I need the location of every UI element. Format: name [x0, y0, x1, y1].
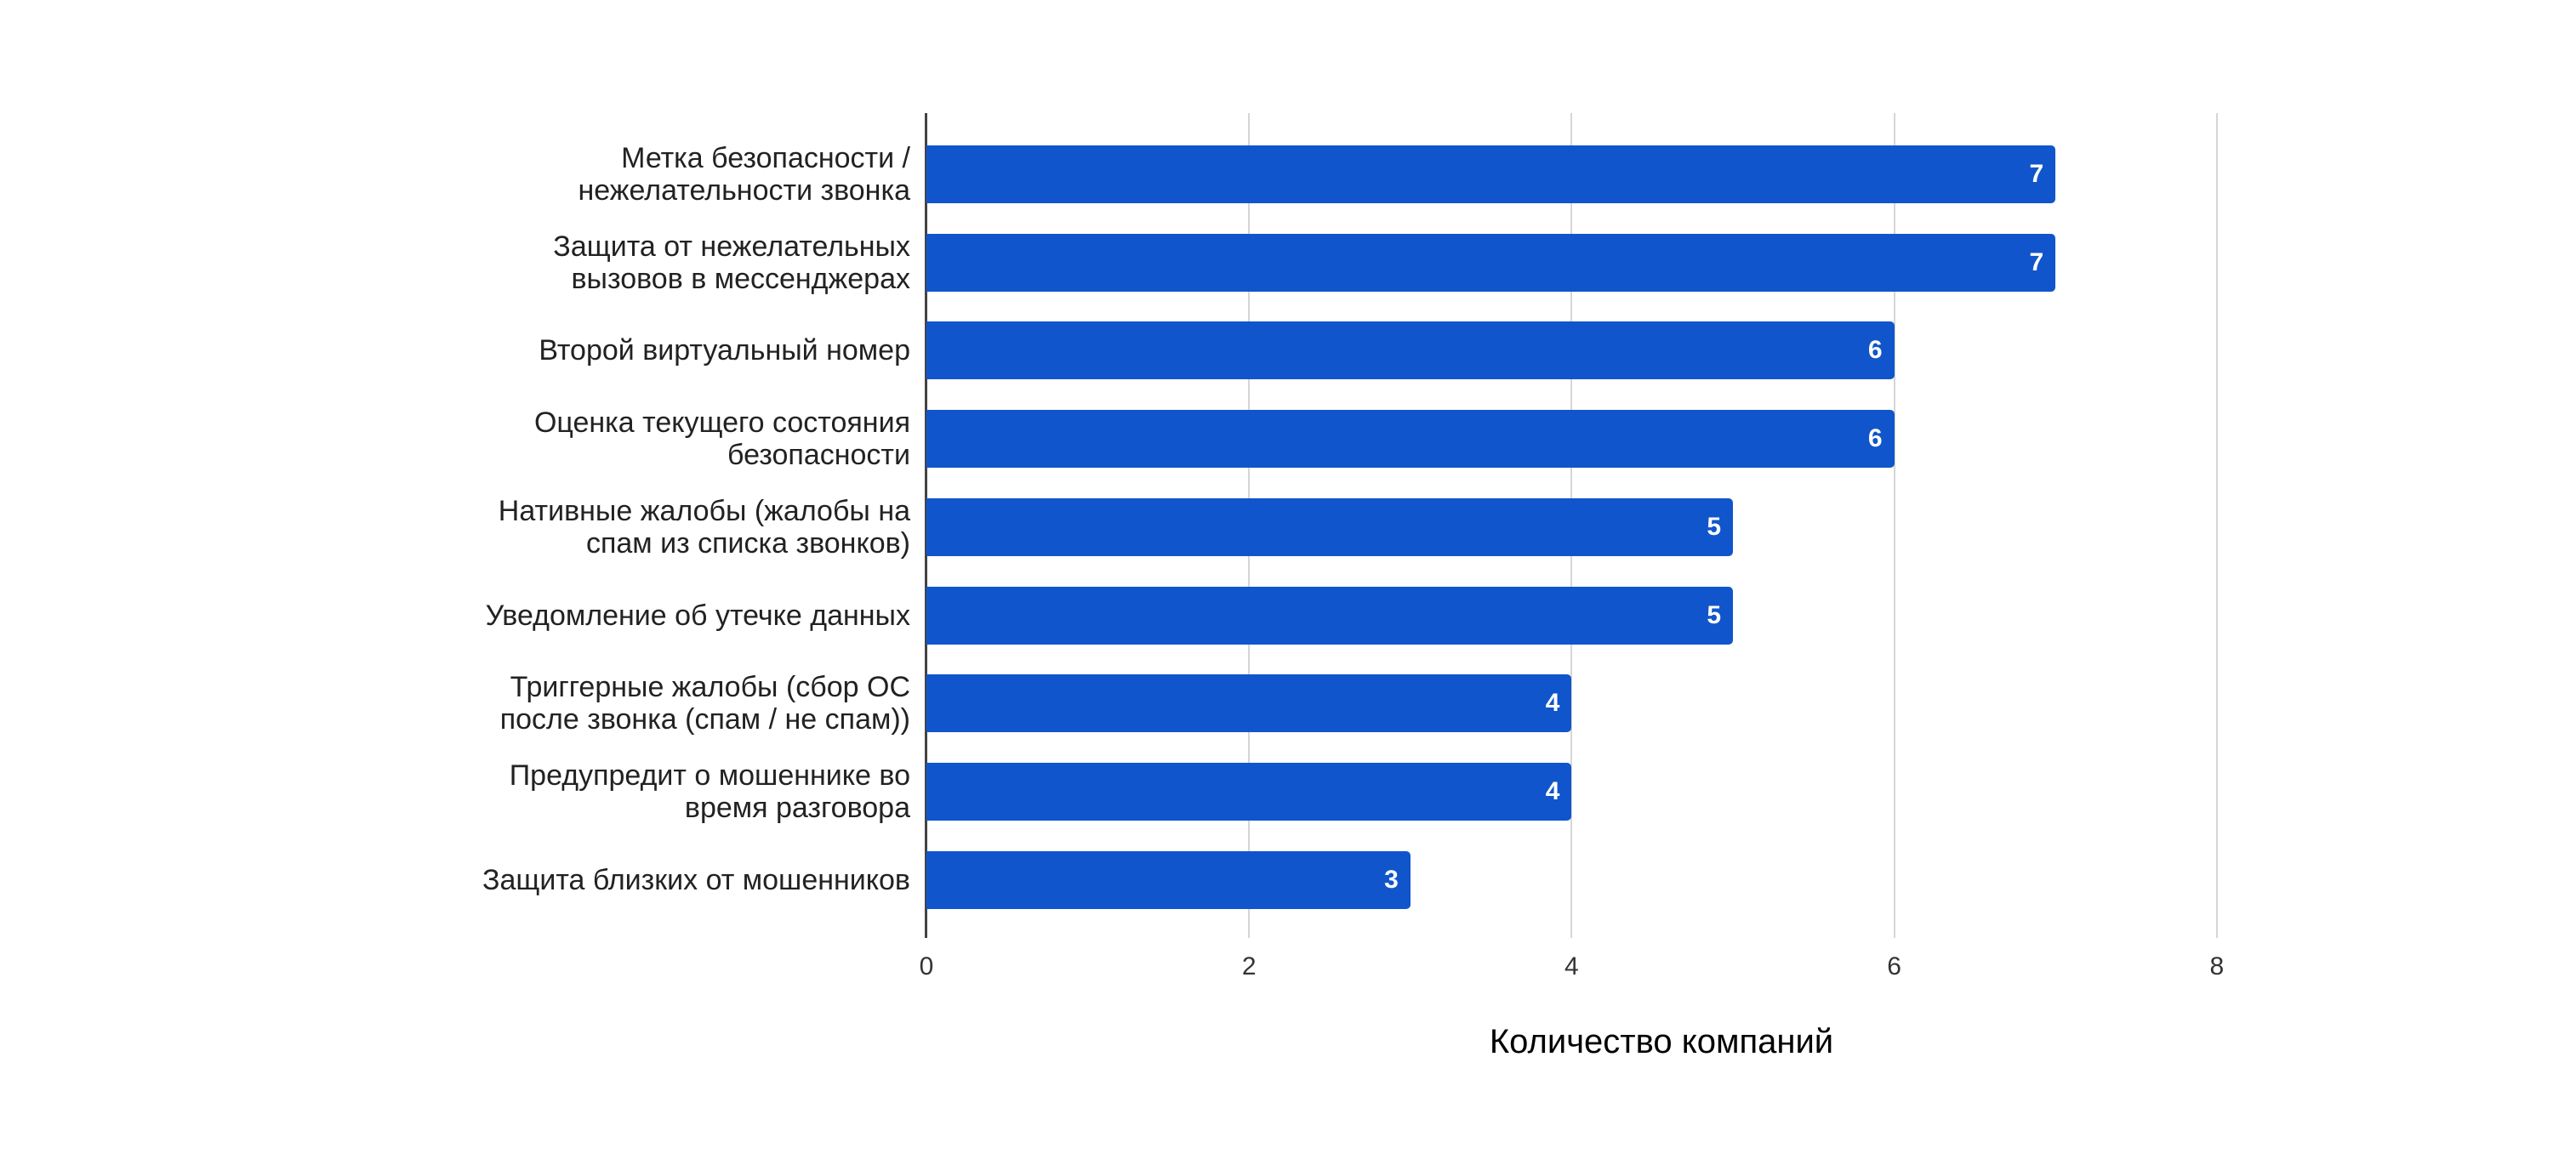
category-label-line: вызовов в мессенджерах	[571, 262, 910, 295]
category-label: Защита от нежелательных вызовов в мессенд…	[400, 230, 910, 295]
category-label: Второй виртуальный номер	[400, 334, 910, 367]
category-label-line: безопасности	[727, 439, 910, 472]
category-label-line: спам из списка звонков)	[585, 526, 910, 560]
category-label-line: Предупредит о мошеннике во	[509, 759, 910, 792]
bar: 4	[926, 674, 1572, 733]
category-label-line: Триггерные жалобы (сбор ОС	[510, 671, 910, 704]
category-label: Оценка текущего состояния безопасности	[400, 406, 910, 471]
bar-value-label: 6	[1867, 336, 1883, 365]
bar-value-label: 4	[1545, 689, 1560, 718]
category-label-line: Защита близких от мошенников	[482, 863, 910, 896]
category-label-line: нежелательности звонка	[578, 174, 910, 207]
x-axis-title: Количество компаний	[1489, 1023, 1834, 1060]
bar-value-label: 4	[1545, 776, 1560, 805]
gridline	[1893, 113, 1895, 938]
y-axis-line	[925, 113, 927, 938]
category-label: Защита близких от мошенников	[400, 864, 910, 896]
bar-value-label: 3	[1384, 865, 1399, 894]
bar: 4	[926, 762, 1572, 821]
x-tick-label: 0	[919, 952, 934, 980]
category-label-line: Второй виртуальный номер	[539, 334, 910, 367]
category-label: Предупредит о мошеннике во время разговор…	[400, 759, 910, 824]
category-label: Метка безопасности / нежелательности звон…	[400, 142, 910, 207]
gridline	[2215, 113, 2218, 938]
category-label: Триггерные жалобы (сбор ОС после звонка (…	[400, 671, 910, 736]
category-label: Уведомление об утечке данных	[400, 600, 910, 632]
category-label-line: время разговора	[684, 791, 910, 824]
bar: 6	[926, 410, 1895, 469]
bar-value-label: 7	[2029, 160, 2044, 188]
bar-value-label: 5	[1707, 512, 1721, 541]
x-tick-label: 8	[2209, 952, 2225, 980]
bar: 3	[926, 850, 1411, 909]
bar-value-label: 7	[2029, 247, 2044, 276]
category-label: Нативные жалобы (жалобы на спам из списка…	[400, 495, 910, 560]
category-label-line: Защита от нежелательных	[553, 230, 910, 263]
bar: 5	[926, 497, 1733, 556]
bar: 5	[926, 586, 1733, 645]
category-label-line: Уведомление об утечке данных	[485, 599, 910, 632]
bar-value-label: 5	[1707, 600, 1721, 629]
bar: 7	[926, 233, 2056, 292]
bar: 6	[926, 321, 1895, 380]
category-label-line: Нативные жалобы (жалобы на	[498, 494, 910, 527]
bar-value-label: 6	[1867, 424, 1883, 453]
category-label-line: Метка безопасности /	[621, 142, 910, 174]
bar: 7	[926, 145, 2056, 203]
x-tick-label: 6	[1887, 952, 1901, 980]
category-label-line: Оценка текущего состояния	[533, 406, 910, 440]
x-tick-label: 4	[1564, 952, 1579, 980]
category-label-line: после звонка (спам / не спам))	[499, 703, 910, 736]
x-tick-label: 2	[1241, 952, 1257, 980]
